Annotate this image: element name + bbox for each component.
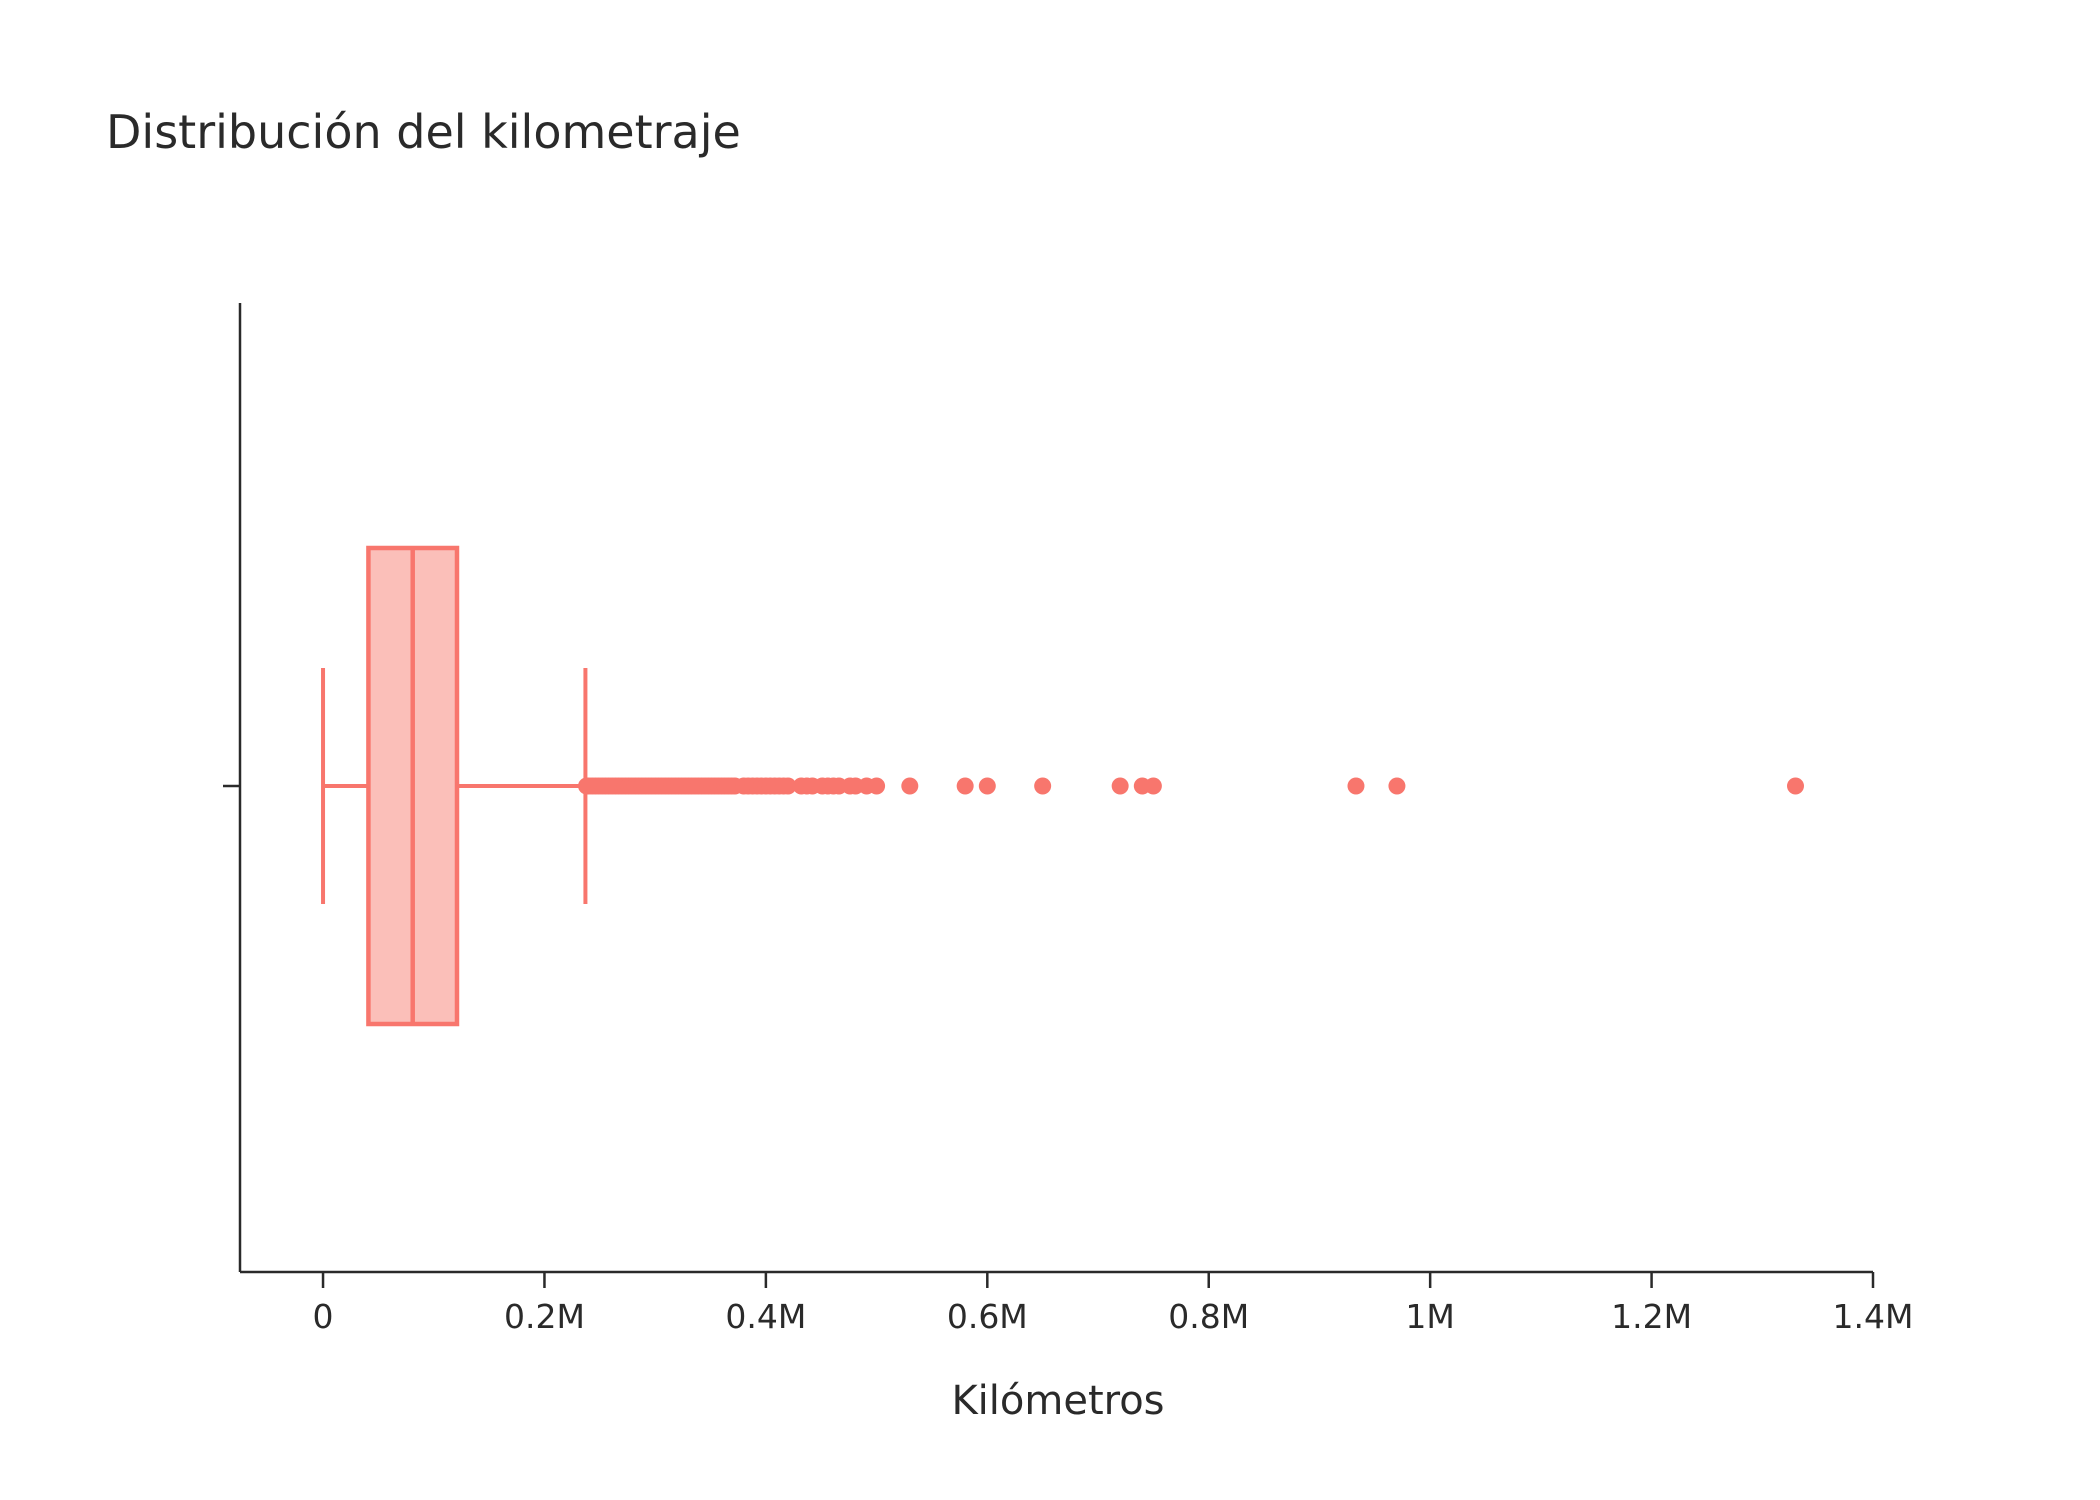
x-ticks bbox=[321, 1272, 1875, 1288]
x-tick-labels: 0 0.2M 0.4M 0.6M 0.8M 1M 1.2M 1.4M bbox=[313, 1297, 1914, 1336]
x-axis-title: Kilómetros bbox=[951, 1378, 1164, 1424]
outlier-point-56 bbox=[779, 777, 797, 795]
outlier-point-74 bbox=[1144, 777, 1162, 795]
x-tick-label-3: 0.6M bbox=[947, 1297, 1028, 1336]
x-tick-label-1: 0.2M bbox=[504, 1297, 585, 1336]
outlier-point-68 bbox=[901, 777, 919, 795]
x-tick-label-4: 0.8M bbox=[1168, 1297, 1249, 1336]
box-trace bbox=[321, 545, 588, 1027]
chart-title: Distribución del kilometraje bbox=[106, 105, 741, 159]
x-tick-label-7: 1.4M bbox=[1833, 1297, 1914, 1336]
outlier-point-76 bbox=[1388, 777, 1406, 795]
x-tick-label-5: 1M bbox=[1405, 1297, 1454, 1336]
outlier-point-70 bbox=[978, 777, 996, 795]
outlier-point-75 bbox=[1347, 777, 1365, 795]
outlier-point-71 bbox=[1034, 777, 1052, 795]
outlier-point-77 bbox=[1787, 777, 1805, 795]
axes bbox=[223, 303, 1873, 1274]
outlier-points bbox=[578, 777, 1805, 795]
outlier-point-69 bbox=[956, 777, 974, 795]
x-tick-label-6: 1.2M bbox=[1611, 1297, 1692, 1336]
x-tick-label-2: 0.4M bbox=[725, 1297, 806, 1336]
outlier-point-67 bbox=[868, 777, 886, 795]
x-tick-label-0: 0 bbox=[313, 1297, 334, 1336]
outlier-point-72 bbox=[1111, 777, 1129, 795]
